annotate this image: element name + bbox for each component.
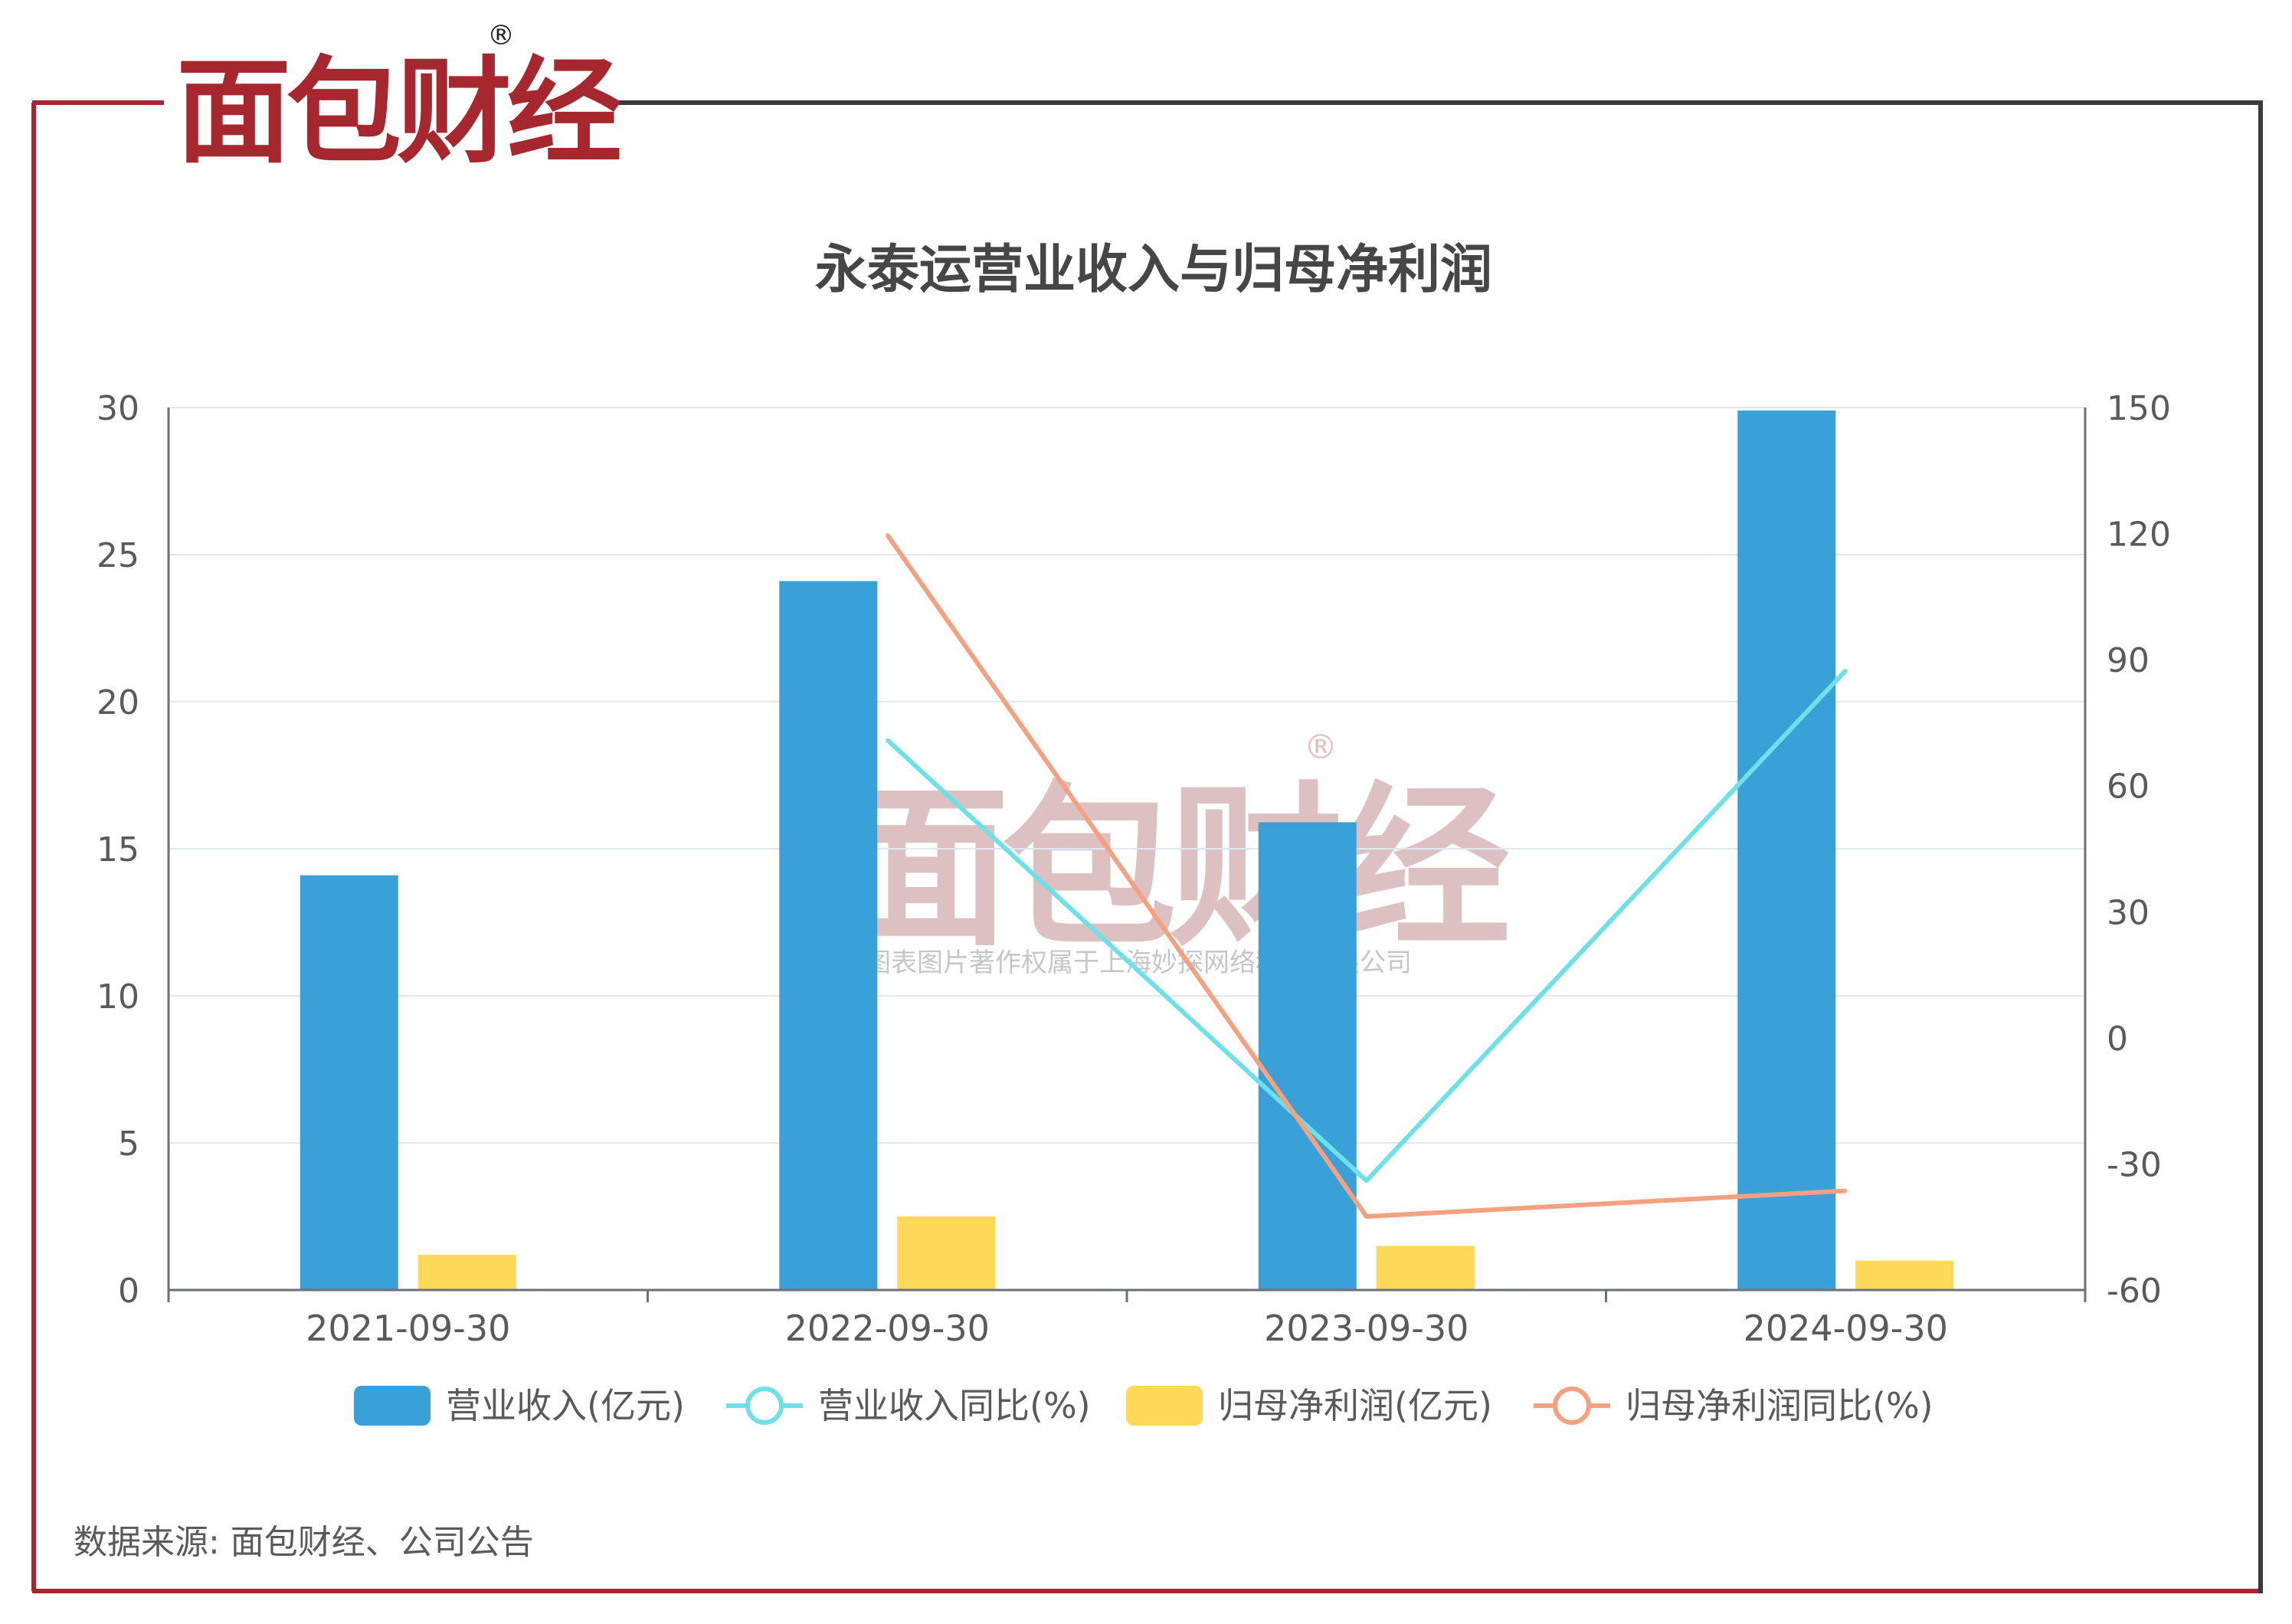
revenue-yoy-point (1844, 669, 1848, 673)
revenue-bar (300, 875, 398, 1290)
axis-layer: 0 5 10 15 20 25 30 -60 -30 0 30 60 90 120 150 2021-09-3… (97, 389, 2171, 1349)
x-tick-label: 2022-09-30 (785, 1308, 990, 1349)
bar-layer (300, 410, 1954, 1290)
legend-item: 营业收入同比(%) (726, 1385, 1091, 1426)
legend: 营业收入(亿元) 营业收入同比(%) 归母净利润(亿元) 归母净利润同比(%) (354, 1385, 1933, 1426)
y-right-tick-label: -60 (2107, 1272, 2162, 1311)
legend-label: 营业收入(亿元) (446, 1385, 685, 1426)
legend-swatch-marker (745, 1387, 784, 1425)
revenue-bar (779, 581, 878, 1290)
brand-registered-mark: ® (487, 20, 515, 51)
line-layer (885, 533, 1848, 1219)
profit-bar (1855, 1260, 1954, 1290)
y-left-tick-label: 15 (97, 830, 139, 869)
y-right-tick-label: 60 (2107, 768, 2150, 807)
profit-bar (1376, 1246, 1475, 1290)
revenue-bar (1258, 822, 1357, 1290)
x-tick-label: 2023-09-30 (1264, 1308, 1469, 1349)
y-left-tick-label: 20 (97, 683, 139, 722)
y-right-tick-label: 120 (2107, 516, 2171, 555)
y-right-tick-label: 90 (2107, 641, 2150, 680)
y-left-tick-label: 5 (118, 1125, 139, 1164)
y-right-tick-label: 150 (2107, 389, 2171, 428)
y-left-tick-label: 30 (97, 389, 139, 428)
profit-bar (417, 1254, 516, 1290)
profit-yoy-point (1844, 1189, 1848, 1193)
legend-label: 归母净利润(亿元) (1218, 1385, 1492, 1426)
legend-label: 归母净利润同比(%) (1626, 1385, 1933, 1426)
source-note: 数据来源: 面包财经、公司公告 (74, 1523, 534, 1562)
watermark-logo-text: 面包财经 (835, 766, 1509, 970)
x-tick-label: 2024-09-30 (1744, 1308, 1948, 1349)
revenue-bar (1737, 410, 1836, 1290)
legend-swatch-bar (1126, 1386, 1203, 1426)
y-right-tick-label: -30 (2107, 1145, 2162, 1184)
x-tick-label: 2021-09-30 (306, 1308, 510, 1349)
brand-logo-text: 面包财经 (176, 46, 621, 179)
revenue-yoy-point (886, 738, 889, 742)
y-right-tick-label: 0 (2107, 1020, 2128, 1059)
y-left-tick-label: 10 (97, 977, 139, 1017)
watermark-registered-mark: ® (1304, 728, 1338, 767)
page-frame (31, 100, 2263, 1593)
y-right-tick-label: 30 (2107, 893, 2150, 932)
y-left-tick-label: 25 (97, 536, 139, 575)
profit-bar (897, 1216, 996, 1290)
brand-logo: 面包财经 ® (176, 20, 626, 179)
legend-swatch-bar (354, 1386, 431, 1426)
legend-item: 归母净利润(亿元) (1126, 1385, 1492, 1426)
legend-item: 归母净利润同比(%) (1534, 1385, 1933, 1426)
profit-yoy-point (1364, 1215, 1368, 1218)
legend-item: 营业收入(亿元) (354, 1385, 685, 1426)
revenue-yoy-point (1364, 1179, 1368, 1183)
chart-title: 永泰运营业收入与归母净利润 (815, 240, 1492, 300)
legend-swatch-marker (1553, 1387, 1591, 1425)
y-left-tick-label: 0 (118, 1272, 139, 1311)
legend-label: 营业收入同比(%) (818, 1385, 1091, 1426)
profit-yoy-point (886, 533, 889, 537)
